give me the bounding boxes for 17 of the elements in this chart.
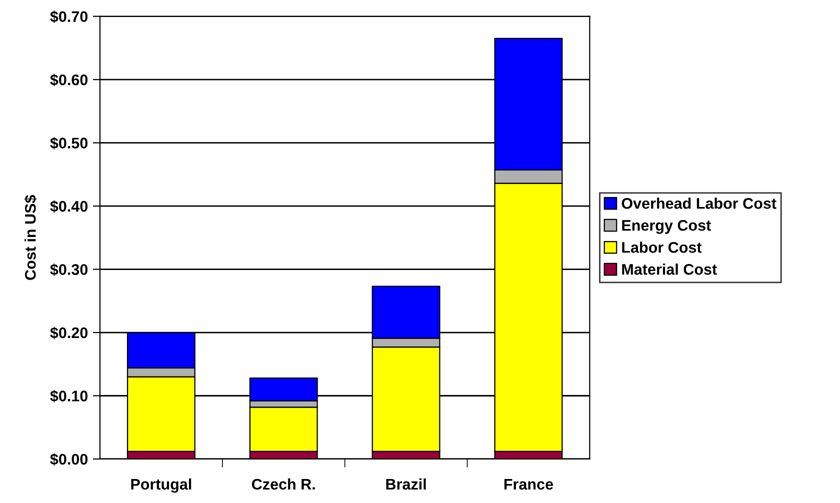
y-axis-title: Cost in US$: [24, 195, 37, 280]
legend-label: Overhead Labor Cost: [622, 198, 776, 209]
y-tick-label: $0.70: [50, 10, 88, 24]
y-tick-label: $0.20: [50, 326, 88, 340]
x-tick-label: Portugal: [131, 478, 192, 493]
x-tick-label: Brazil: [386, 478, 426, 490]
x-tick-label: Czech R.: [252, 478, 315, 490]
legend-label: Labor Cost: [622, 242, 702, 253]
x-tick-label: France: [504, 478, 553, 490]
y-tick-label: $0.10: [50, 390, 88, 402]
y-tick-label: $0.40: [50, 200, 88, 213]
y-tick-label: $0.00: [50, 453, 88, 466]
y-tick-label: $0.60: [50, 74, 88, 86]
y-tick-label: $0.30: [50, 263, 88, 276]
y-tick-label: $0.50: [50, 137, 88, 150]
legend-label: Energy Cost: [622, 220, 711, 234]
legend-label: Material Cost: [622, 264, 717, 275]
